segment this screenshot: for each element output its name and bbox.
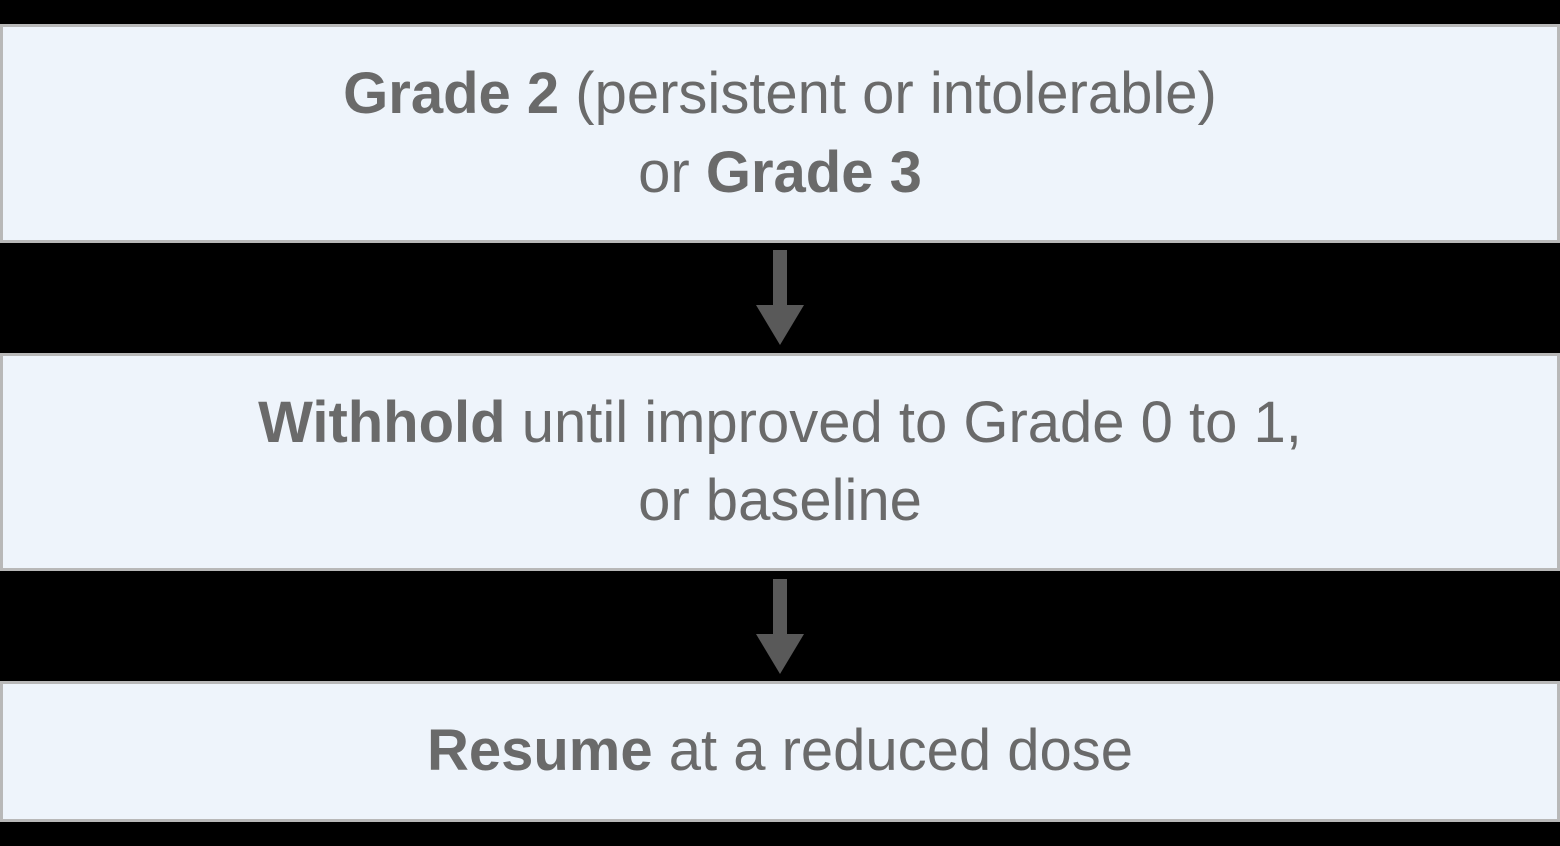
- bold-text: Withhold: [258, 390, 506, 455]
- text: until improved to Grade 0 to 1,: [506, 390, 1302, 455]
- node-line: or Grade 3: [43, 134, 1517, 212]
- node-line: Resume at a reduced dose: [43, 712, 1517, 790]
- text: (persistent or intolerable): [559, 61, 1217, 126]
- arrow-1: [750, 243, 810, 353]
- text: at a reduced dose: [653, 718, 1133, 783]
- bold-text: Grade 3: [706, 140, 922, 205]
- arrow-down-icon: [750, 579, 810, 674]
- flowchart-node-2: Withhold until improved to Grade 0 to 1,…: [0, 353, 1560, 572]
- text: or: [638, 140, 706, 205]
- flowchart-node-3: Resume at a reduced dose: [0, 681, 1560, 821]
- bold-text: Resume: [427, 718, 653, 783]
- bold-text: Grade 2: [343, 61, 559, 126]
- node-line: Withhold until improved to Grade 0 to 1,: [43, 384, 1517, 462]
- node-line: or baseline: [43, 462, 1517, 540]
- arrow-down-icon: [750, 250, 810, 345]
- text: or baseline: [638, 468, 922, 533]
- arrow-2: [750, 571, 810, 681]
- flowchart-container: Grade 2 (persistent or intolerable) or G…: [0, 24, 1560, 821]
- node-line: Grade 2 (persistent or intolerable): [43, 55, 1517, 133]
- flowchart-node-1: Grade 2 (persistent or intolerable) or G…: [0, 24, 1560, 243]
